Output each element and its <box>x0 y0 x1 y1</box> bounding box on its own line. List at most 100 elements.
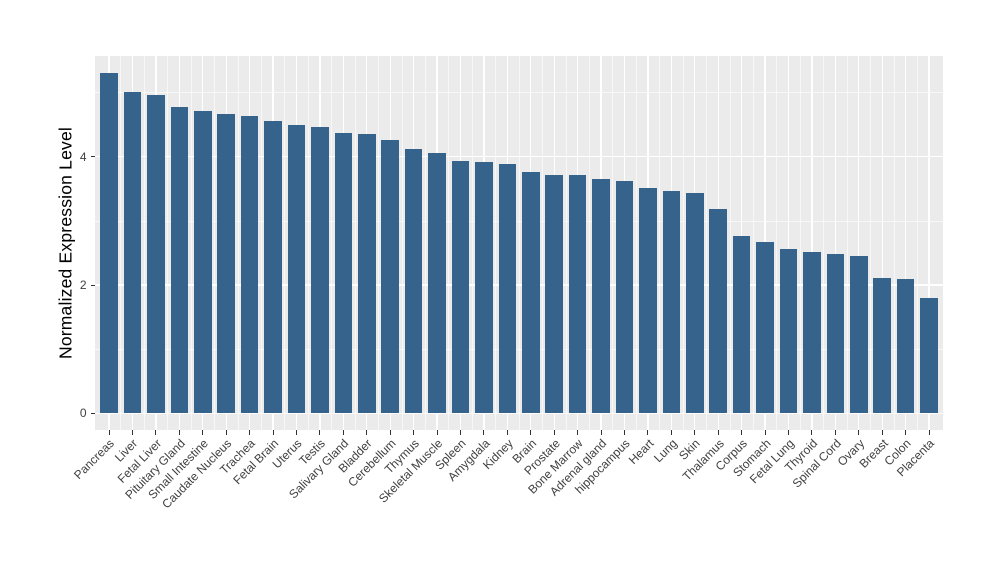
gridline-minor-vertical <box>682 56 684 430</box>
x-axis-tick <box>881 430 883 435</box>
bar-prostate <box>545 174 564 414</box>
gridline-minor-vertical <box>120 56 122 430</box>
bar-salivary-gland <box>334 133 353 414</box>
x-tick-label: Lung <box>650 436 680 466</box>
x-axis-tick <box>553 430 555 435</box>
gridline-minor-vertical <box>237 56 239 430</box>
gridline-minor-vertical <box>424 56 426 430</box>
x-tick-label: Pancreas <box>71 436 118 483</box>
x-axis-tick <box>506 430 508 435</box>
bar-corpus <box>732 236 751 414</box>
gridline-minor-vertical <box>588 56 590 430</box>
bar-stomach <box>756 242 774 414</box>
x-axis-tick <box>741 430 743 435</box>
y-axis-tick <box>90 284 95 286</box>
x-axis-tick <box>436 430 438 435</box>
bar-testis <box>311 127 329 414</box>
x-axis-tick <box>834 430 836 435</box>
bar-breast <box>873 278 892 414</box>
bar-trachea <box>240 115 259 414</box>
gridline-minor-vertical <box>893 56 895 430</box>
gridline-major-vertical <box>787 56 790 430</box>
bar-thalamus <box>709 209 728 414</box>
x-axis-tick <box>694 430 696 435</box>
gridline-minor-vertical <box>916 56 918 430</box>
gridline-minor-vertical <box>846 56 848 430</box>
gridline-minor-vertical <box>378 56 379 430</box>
bar-placenta <box>920 297 938 414</box>
bar-brain <box>522 172 540 414</box>
x-axis-tick <box>788 430 790 435</box>
bar-bone-marrow <box>568 175 587 414</box>
gridline-major-vertical <box>858 56 860 430</box>
bar-pancreas <box>100 73 118 414</box>
x-axis-tick <box>413 430 415 435</box>
bar-caudate-nucleus <box>217 113 235 414</box>
gridline-minor-vertical <box>167 56 169 430</box>
gridline-minor-vertical <box>190 56 192 430</box>
bar-colon <box>896 278 915 414</box>
y-axis-tick <box>90 156 95 158</box>
x-axis-tick <box>131 430 133 435</box>
bar-spinal-cord <box>826 254 845 414</box>
gridline-minor-vertical <box>518 56 520 430</box>
x-axis-tick <box>389 430 391 435</box>
x-axis-tick <box>530 430 532 435</box>
plot-panel <box>95 56 943 430</box>
bar-ovary <box>850 255 868 414</box>
bar-fetal-brain <box>264 120 282 414</box>
gridline-major-horizontal <box>95 412 943 415</box>
x-axis-tick <box>342 430 344 435</box>
gridline-minor-vertical <box>659 56 661 430</box>
x-axis-tick <box>764 430 766 435</box>
bar-thymus <box>404 149 423 414</box>
x-axis-tick <box>296 430 297 435</box>
bar-fetal-liver <box>147 95 165 414</box>
x-axis-tick <box>249 430 251 435</box>
x-axis-tick <box>928 430 930 435</box>
gridline-minor-vertical <box>870 56 871 430</box>
gridline-minor-vertical <box>729 56 731 430</box>
gridline-minor-vertical <box>284 56 286 430</box>
gridline-minor-vertical <box>752 56 754 430</box>
bar-thyroid <box>803 251 821 414</box>
x-axis-tick <box>600 430 602 435</box>
gridline-minor-vertical <box>401 56 403 430</box>
bar-adrenal-gland <box>592 178 610 414</box>
bar-heart <box>639 187 657 414</box>
gridline-minor-vertical <box>612 56 614 430</box>
bar-spleen <box>451 160 470 414</box>
x-axis-tick <box>366 430 368 435</box>
x-axis-tick <box>647 430 649 435</box>
x-axis-tick <box>319 430 321 435</box>
gridline-minor-vertical <box>495 56 497 430</box>
bar-skeletal-muscle <box>428 152 446 414</box>
x-axis-tick <box>108 430 110 435</box>
gridline-minor-vertical <box>331 56 333 430</box>
x-axis-tick <box>577 430 579 435</box>
x-axis-tick <box>858 430 860 435</box>
gridline-major-vertical <box>811 56 813 430</box>
bar-kidney <box>498 163 517 414</box>
x-axis-tick <box>905 430 907 435</box>
gridline-minor-vertical <box>635 56 637 430</box>
gridline-minor-vertical <box>823 56 825 430</box>
bar-cerebellum <box>381 140 399 414</box>
x-axis-tick <box>624 430 626 435</box>
x-tick-label: Heart <box>625 436 657 467</box>
x-axis-tick <box>811 430 813 435</box>
gridline-minor-vertical <box>448 56 450 430</box>
gridline-minor-vertical <box>565 56 567 430</box>
bar-uterus <box>287 125 306 414</box>
x-axis-tick <box>460 430 461 435</box>
x-axis-tick <box>178 430 180 435</box>
gridline-minor-vertical <box>354 56 356 430</box>
bar-skin <box>686 193 704 414</box>
gridline-minor-vertical <box>471 56 473 430</box>
gridline-minor-vertical <box>143 56 145 430</box>
x-axis-tick <box>670 430 672 435</box>
bar-liver <box>123 92 142 414</box>
x-axis-tick <box>717 430 719 435</box>
gridline-minor-vertical <box>799 56 801 430</box>
